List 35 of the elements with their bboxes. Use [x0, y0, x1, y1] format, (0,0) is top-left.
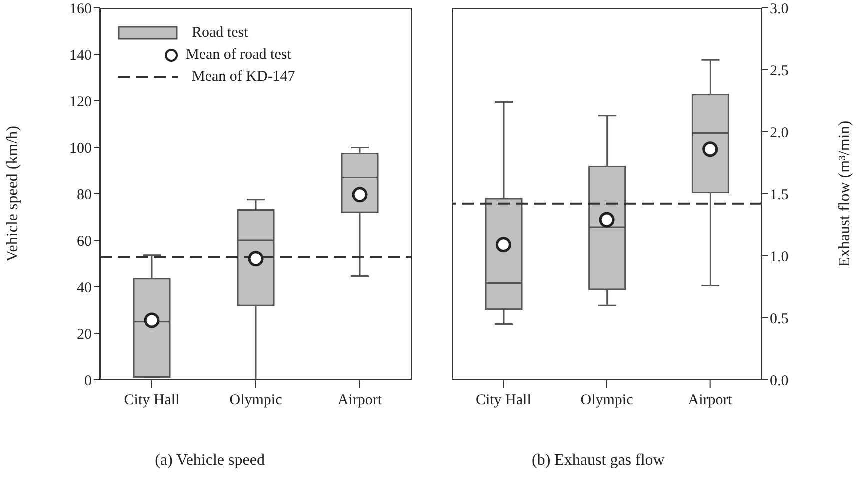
y2-tick-label: 1.5 [770, 187, 789, 204]
y2-tick-label: 2.5 [770, 63, 789, 80]
legend-label: Mean of road test [186, 46, 292, 65]
point [496, 237, 512, 253]
y-tick-label: 80 [77, 187, 92, 204]
y2-tick-label: 0.0 [770, 373, 789, 390]
y-tick-label: 60 [77, 234, 92, 250]
point [248, 251, 264, 267]
y-tick-label: 20 [77, 326, 92, 343]
point [599, 212, 615, 228]
x-tick-label: Olympic [230, 392, 283, 409]
x-tick-label: Olympic [580, 392, 634, 409]
point [702, 142, 718, 158]
y2-tick-label: 3.0 [770, 1, 789, 18]
text: (b) Exhaust gas flow [531, 452, 666, 470]
y-tick-label: 0 [84, 373, 92, 390]
y2-axis-title: Exhaust flow (m³/min) [836, 120, 854, 268]
text: (a) Vehicle speed [154, 452, 266, 470]
y-tick-label: 120 [70, 94, 92, 110]
y-tick-label: 100 [70, 140, 92, 157]
point [352, 187, 368, 203]
y-tick-label: 160 [70, 1, 92, 18]
x-tick-label: City Hall [124, 392, 180, 409]
y-tick-label: 140 [70, 48, 92, 64]
y2-tick-label: 0.5 [770, 311, 789, 328]
y-tick-label: 40 [77, 280, 92, 296]
x-tick-label: City Hall [476, 392, 532, 409]
legend-label: Mean of KD-147 [192, 68, 296, 87]
y2-tick-label: 1.0 [770, 249, 789, 266]
y2-tick-label: 2.0 [770, 125, 789, 142]
x-tick-label: Airport [688, 392, 734, 409]
x-tick-label: Airport [338, 392, 383, 409]
point [144, 312, 160, 328]
y-axis-title: Vehicle speed (km/h) [4, 126, 22, 262]
legend-label: Road test [192, 24, 248, 43]
